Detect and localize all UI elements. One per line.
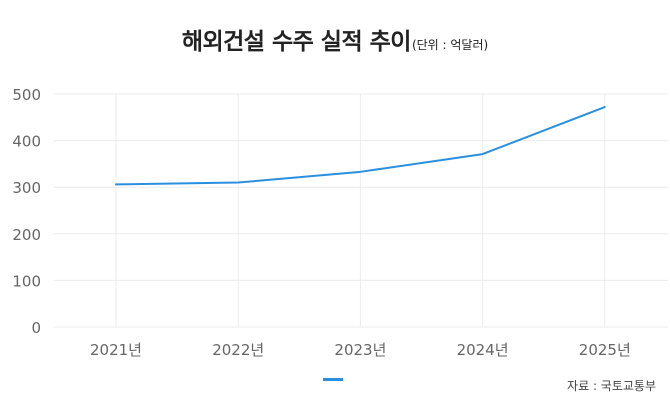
x-tick-label: 2024년 <box>457 341 509 359</box>
x-tick-label: 2021년 <box>90 341 142 359</box>
chart-title: 해외건설 수주 실적 추이(단위 : 억달러) <box>0 22 670 56</box>
y-tick-label: 200 <box>12 226 41 244</box>
source-note: 자료 : 국토교통부 <box>567 379 656 393</box>
y-tick-label: 300 <box>12 179 41 197</box>
chart-title-text: 해외건설 수주 실적 추이 <box>181 29 412 55</box>
x-tick-label: 2025년 <box>579 341 631 359</box>
series-line <box>115 106 606 186</box>
y-tick-label: 100 <box>12 272 41 290</box>
legend-swatch <box>323 378 343 381</box>
x-tick-label: 2023년 <box>334 341 386 359</box>
unit-label: (단위 : 억달러) <box>411 38 489 52</box>
y-tick-label: 400 <box>12 133 41 151</box>
y-tick-label: 500 <box>12 86 41 104</box>
y-tick-label: 0 <box>31 319 41 337</box>
x-tick-label: 2022년 <box>212 341 264 359</box>
